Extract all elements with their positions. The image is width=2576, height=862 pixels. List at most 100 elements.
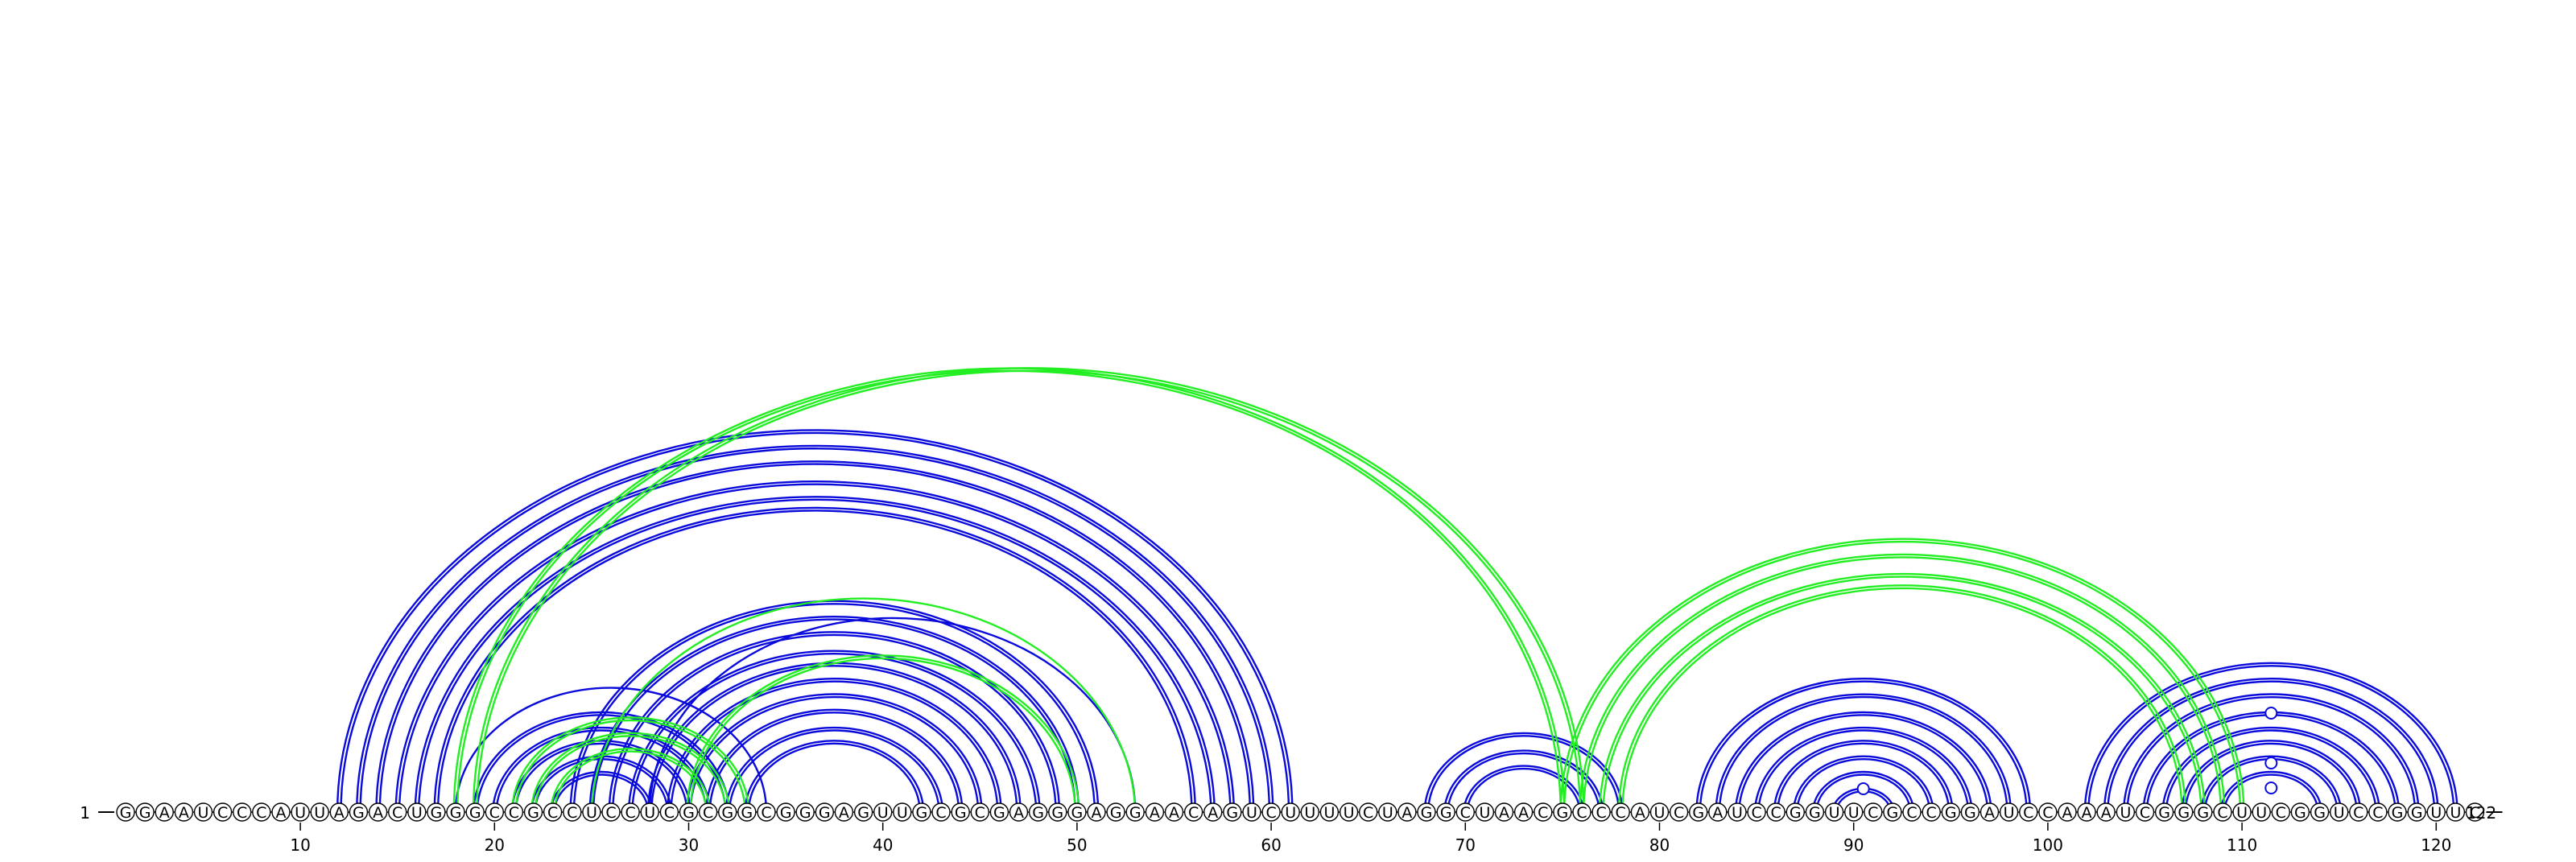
nucleotide-letter: U — [644, 804, 655, 822]
nucleotide-circle — [485, 802, 504, 822]
nucleotide-circle — [291, 802, 310, 822]
nucleotide-17: G — [427, 802, 446, 822]
nucleotide-letter: U — [295, 804, 306, 822]
nucleotide-circle — [2349, 802, 2368, 822]
arc-green-76-109-strand-1 — [1579, 553, 2226, 813]
nucleotide-circle — [1669, 802, 1689, 822]
nucleotide-4: A — [174, 802, 194, 822]
nucleotide-circle — [2194, 802, 2213, 822]
nucleotide-letter: U — [1848, 804, 1860, 822]
nucleotide-circle — [2232, 802, 2252, 822]
nucleotide-letter: U — [1654, 804, 1666, 822]
nucleotide-circle — [2426, 802, 2446, 822]
nucleotide-20: C — [485, 802, 504, 822]
nucleotide-letter: C — [547, 804, 558, 822]
nucleotide-letter: C — [1576, 804, 1587, 822]
nucleotide-28: U — [640, 802, 659, 822]
nucleotide-108: G — [2194, 802, 2213, 822]
arc-blue-85-96-strand-0 — [1757, 729, 1970, 813]
nucleotide-circle — [446, 802, 465, 822]
nucleotide-69: G — [1436, 802, 1455, 822]
nucleotide-circle — [1087, 802, 1106, 822]
nucleotide-circle — [1397, 802, 1417, 822]
nucleotide-114: G — [2310, 802, 2330, 822]
nucleotide-88: G — [1805, 802, 1825, 822]
nucleotide-circle — [213, 802, 233, 822]
nucleotide-letter: U — [1479, 804, 1490, 822]
arc-blue-86-95-strand-0 — [1777, 742, 1951, 813]
nucleotide-66: U — [1378, 802, 1397, 822]
nucleotide-circle — [1223, 802, 1242, 822]
nucleotide-letter: G — [1421, 804, 1433, 822]
arc-blue-70-76-strand-0 — [1466, 767, 1581, 813]
arc-blue-109-114-strand-1 — [2219, 770, 2322, 813]
nucleotide-circle — [388, 802, 407, 822]
nucleotide-94: C — [1922, 802, 1941, 822]
nucleotide-letter: C — [1538, 804, 1548, 822]
nucleotide-circle — [1824, 802, 1844, 822]
nucleotide-letter: U — [198, 804, 209, 822]
nucleotide-41: U — [893, 802, 912, 822]
nucleotide-circle — [1475, 802, 1495, 822]
arc-blue-85-96-strand-1 — [1753, 726, 1973, 813]
nucleotide-circle — [834, 802, 854, 822]
nucleotide-circle — [1534, 802, 1553, 822]
nucleotide-10: U — [291, 802, 310, 822]
nucleotide-circle — [1766, 802, 1785, 822]
nucleotide-circle — [1941, 802, 1961, 822]
nucleotide-letter: C — [2042, 804, 2053, 822]
nucleotide-circle — [427, 802, 446, 822]
nucleotide-circle — [698, 802, 718, 822]
nucleotide-113: G — [2290, 802, 2310, 822]
nucleotide-63: U — [1319, 802, 1340, 822]
nucleotide-circle — [815, 802, 835, 822]
nucleotide-letter: G — [741, 804, 753, 822]
nucleotide-48: G — [1028, 802, 1048, 822]
nucleotide-letter: G — [450, 804, 462, 822]
arc-blue-103-120-strand-0 — [2107, 680, 2436, 813]
nucleotide-circle — [368, 802, 388, 822]
nucleotide-42: G — [912, 802, 931, 822]
nucleotide-circle — [2465, 802, 2485, 822]
nucleotide-2: G — [135, 802, 155, 822]
nucleotide-71: U — [1475, 802, 1495, 822]
nucleotide-letter: U — [586, 804, 597, 822]
nucleotide-letter: C — [1771, 804, 1781, 822]
tick-label-80: 80 — [1649, 835, 1670, 855]
nucleotide-102: A — [2077, 802, 2096, 822]
nucleotide-45: C — [970, 802, 990, 822]
nucleotide-103: A — [2096, 802, 2116, 822]
nucleotide-letter: C — [1906, 804, 1917, 822]
nucleotide-111: U — [2252, 802, 2271, 822]
nucleotide-circle — [2388, 802, 2407, 822]
nucleotide-34: C — [757, 802, 776, 822]
nucleotide-circle — [2154, 802, 2174, 822]
nucleotide-circle — [659, 802, 679, 822]
nucleotide-circle — [1785, 802, 1806, 822]
arc-blue-12-61-strand-0 — [340, 431, 1290, 813]
nucleotide-circle — [2096, 802, 2116, 822]
start-label: 1 — [80, 803, 90, 823]
nucleotide-43: C — [931, 802, 951, 822]
nucleotide-47: A — [1009, 802, 1029, 822]
nucleotide-circle — [193, 802, 213, 822]
nucleotide-99: C — [2019, 802, 2038, 822]
arc-green-23-31-strand-0 — [553, 750, 708, 813]
nucleotide-circle — [2058, 802, 2077, 822]
nucleotide-109: C — [2213, 802, 2232, 822]
nucleotide-letter: C — [761, 804, 771, 822]
nucleotide-64: U — [1339, 802, 1359, 822]
nucleotide-letter: A — [2062, 804, 2073, 822]
nucleotide-circle — [2407, 802, 2426, 822]
arc-blue-13-60-strand-1 — [356, 444, 1274, 813]
nucleotide-letter: C — [1188, 804, 1199, 822]
nucleotide-circle — [640, 802, 659, 822]
nucleotide-72: A — [1494, 802, 1514, 822]
nucleotide-letter: G — [139, 804, 151, 822]
nucleotide-letter: G — [916, 804, 928, 822]
arc-green-19-76-strand-0 — [476, 369, 1581, 813]
nucleotide-circle — [135, 802, 155, 822]
nucleotide-letter: G — [2392, 804, 2404, 822]
nucleotide-letter: G — [1051, 804, 1063, 822]
nucleotide-61: U — [1281, 802, 1300, 822]
